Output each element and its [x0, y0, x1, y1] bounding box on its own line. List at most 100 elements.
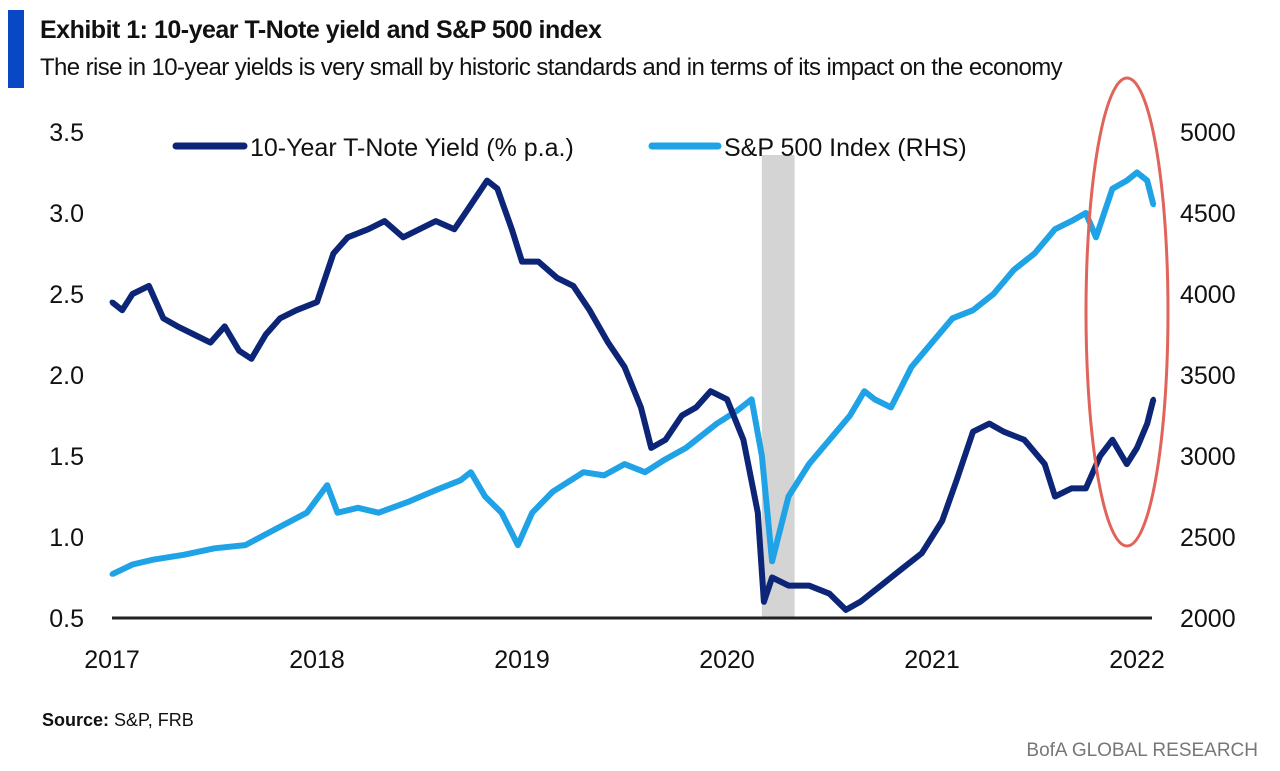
x-tick-label: 2018: [289, 646, 345, 674]
data-point-sp500: [749, 396, 755, 402]
highlight-ellipse: [1084, 76, 1170, 548]
accent-bar: [8, 10, 24, 88]
data-point-yield: [417, 226, 422, 232]
data-point-yield: [1150, 396, 1156, 402]
data-point-sp500: [1124, 178, 1130, 184]
data-point-yield: [1068, 485, 1074, 491]
data-point-sp500: [827, 437, 832, 443]
data-point-sp500: [482, 494, 488, 499]
data-point-yield: [970, 429, 976, 435]
data-point-sp500: [888, 404, 894, 410]
data-point-yield: [570, 283, 576, 289]
data-point-yield: [191, 332, 197, 337]
data-point-yield: [484, 178, 490, 184]
data-point-yield: [679, 413, 685, 418]
data-point-yield: [919, 550, 925, 556]
x-tick-label: 2022: [1109, 646, 1165, 674]
y-right-tick-label: 3500: [1180, 362, 1236, 390]
data-point-sp500: [1011, 267, 1017, 273]
source-text: S&P, FRB: [114, 710, 194, 730]
chart-subtitle: The rise in 10-year yields is very small…: [40, 54, 1063, 81]
data-point-yield: [519, 259, 525, 265]
data-point-yield: [724, 396, 730, 402]
data-point-yield: [146, 283, 152, 289]
y-left-tick-label: 3.5: [49, 119, 84, 147]
data-point-yield: [1124, 461, 1130, 467]
data-point-sp500: [622, 461, 627, 467]
y-left-tick-label: 1.5: [49, 443, 84, 471]
data-point-yield: [494, 186, 500, 192]
y-right-tick-label: 5000: [1180, 119, 1236, 147]
data-point-yield: [898, 566, 904, 572]
data-point-yield: [939, 518, 945, 524]
y-right-tick-label: 2500: [1180, 524, 1236, 552]
data-point-sp500: [683, 445, 689, 451]
data-point-yield: [1109, 437, 1115, 443]
data-point-yield: [365, 226, 371, 232]
data-point-sp500: [1068, 218, 1074, 224]
data-point-yield: [175, 323, 181, 329]
data-point-yield: [1097, 453, 1103, 459]
data-point-sp500: [759, 453, 765, 459]
data-point-sp500: [1150, 202, 1156, 208]
data-point-yield: [109, 299, 115, 305]
data-point-sp500: [970, 307, 976, 313]
data-point-yield: [535, 259, 541, 265]
data-point-yield: [509, 226, 515, 232]
data-point-sp500: [1134, 170, 1140, 175]
y-left-tick-label: 2.5: [49, 281, 84, 309]
legend-label-yield: 10-Year T-Note Yield (% p.a.): [250, 134, 574, 162]
data-point-sp500: [376, 510, 381, 516]
x-tick-label: 2020: [699, 646, 755, 674]
data-point-sp500: [437, 485, 443, 491]
x-tick-label: 2017: [84, 646, 140, 674]
x-tick-label: 2021: [904, 646, 960, 674]
data-point-sp500: [950, 315, 955, 321]
data-point-yield: [622, 364, 627, 370]
x-tick-label: 2019: [494, 646, 550, 674]
data-point-sp500: [181, 552, 187, 558]
data-point-sp500: [601, 472, 607, 478]
y-right-tick-label: 3000: [1180, 443, 1236, 471]
data-point-yield: [236, 348, 242, 354]
data-point-sp500: [714, 421, 720, 427]
data-point-yield: [755, 510, 761, 516]
data-point-sp500: [1032, 251, 1037, 256]
data-point-yield: [314, 299, 320, 305]
data-point-yield: [277, 315, 283, 321]
data-point-sp500: [734, 408, 740, 414]
data-point-sp500: [861, 388, 867, 394]
data-point-yield: [451, 226, 457, 232]
y-left-tick-label: 3.0: [49, 200, 84, 228]
data-point-sp500: [109, 571, 115, 577]
data-point-sp500: [581, 469, 586, 475]
data-point-yield: [740, 437, 746, 443]
data-point-sp500: [324, 482, 330, 488]
data-point-yield: [954, 477, 960, 483]
data-point-yield: [1021, 437, 1027, 443]
data-point-yield: [294, 307, 299, 313]
data-point-yield: [587, 307, 593, 313]
data-point-sp500: [550, 489, 556, 495]
data-point-yield: [330, 251, 336, 256]
data-point-sp500: [929, 340, 935, 346]
data-point-yield: [263, 332, 269, 337]
y-right-tick-label: 4000: [1180, 281, 1236, 309]
data-point-yield: [1042, 461, 1048, 467]
data-point-yield: [345, 234, 351, 240]
data-point-sp500: [515, 542, 521, 548]
data-point-yield: [806, 583, 812, 589]
data-point-sp500: [529, 510, 535, 516]
data-point-sp500: [1093, 234, 1099, 240]
data-point-sp500: [847, 413, 853, 418]
data-point-yield: [1134, 445, 1140, 451]
series-line-yield: [110, 177, 1157, 613]
y-right-tick-label: 4500: [1180, 200, 1236, 228]
data-point-sp500: [909, 364, 914, 370]
data-point-sp500: [468, 469, 474, 475]
data-point-sp500: [663, 456, 668, 462]
data-point-yield: [786, 583, 791, 589]
data-point-sp500: [242, 542, 248, 548]
data-point-yield: [554, 275, 560, 281]
